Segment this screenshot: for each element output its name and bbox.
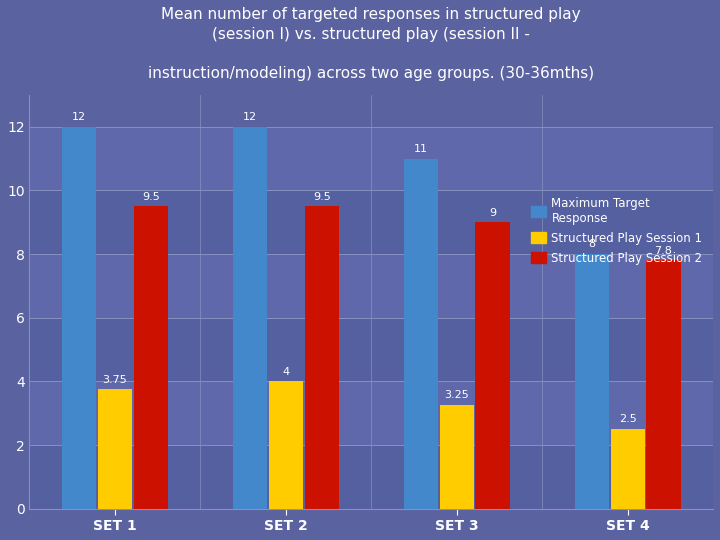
Bar xyxy=(233,127,267,509)
Bar xyxy=(30,381,713,445)
Text: 9.5: 9.5 xyxy=(312,192,330,201)
Title: Mean number of targeted responses in structured play
(session I) vs. structured : Mean number of targeted responses in str… xyxy=(148,7,594,82)
Bar xyxy=(134,206,168,509)
Bar xyxy=(269,381,303,509)
Text: 12: 12 xyxy=(72,112,86,122)
Text: 7.8: 7.8 xyxy=(654,246,672,255)
Text: 2.5: 2.5 xyxy=(618,414,636,424)
Text: 12: 12 xyxy=(243,112,257,122)
Text: 9.5: 9.5 xyxy=(142,192,160,201)
Bar xyxy=(440,405,474,509)
Text: 3.75: 3.75 xyxy=(102,375,127,384)
Text: 9: 9 xyxy=(489,207,496,218)
Bar xyxy=(62,127,96,509)
Bar xyxy=(647,260,680,509)
Bar xyxy=(98,389,132,509)
Bar xyxy=(475,222,510,509)
Bar xyxy=(30,254,713,318)
Bar xyxy=(30,445,713,509)
Bar xyxy=(30,318,713,381)
Legend: Maximum Target
Response, Structured Play Session 1, Structured Play Session 2: Maximum Target Response, Structured Play… xyxy=(526,192,707,269)
Bar xyxy=(575,254,609,509)
Bar xyxy=(30,127,713,191)
Text: 8: 8 xyxy=(588,239,595,249)
Bar xyxy=(30,191,713,254)
Text: 4: 4 xyxy=(282,367,289,376)
Text: 11: 11 xyxy=(414,144,428,154)
Bar xyxy=(611,429,644,509)
Bar xyxy=(404,159,438,509)
Bar xyxy=(305,206,339,509)
Text: 3.25: 3.25 xyxy=(444,390,469,401)
